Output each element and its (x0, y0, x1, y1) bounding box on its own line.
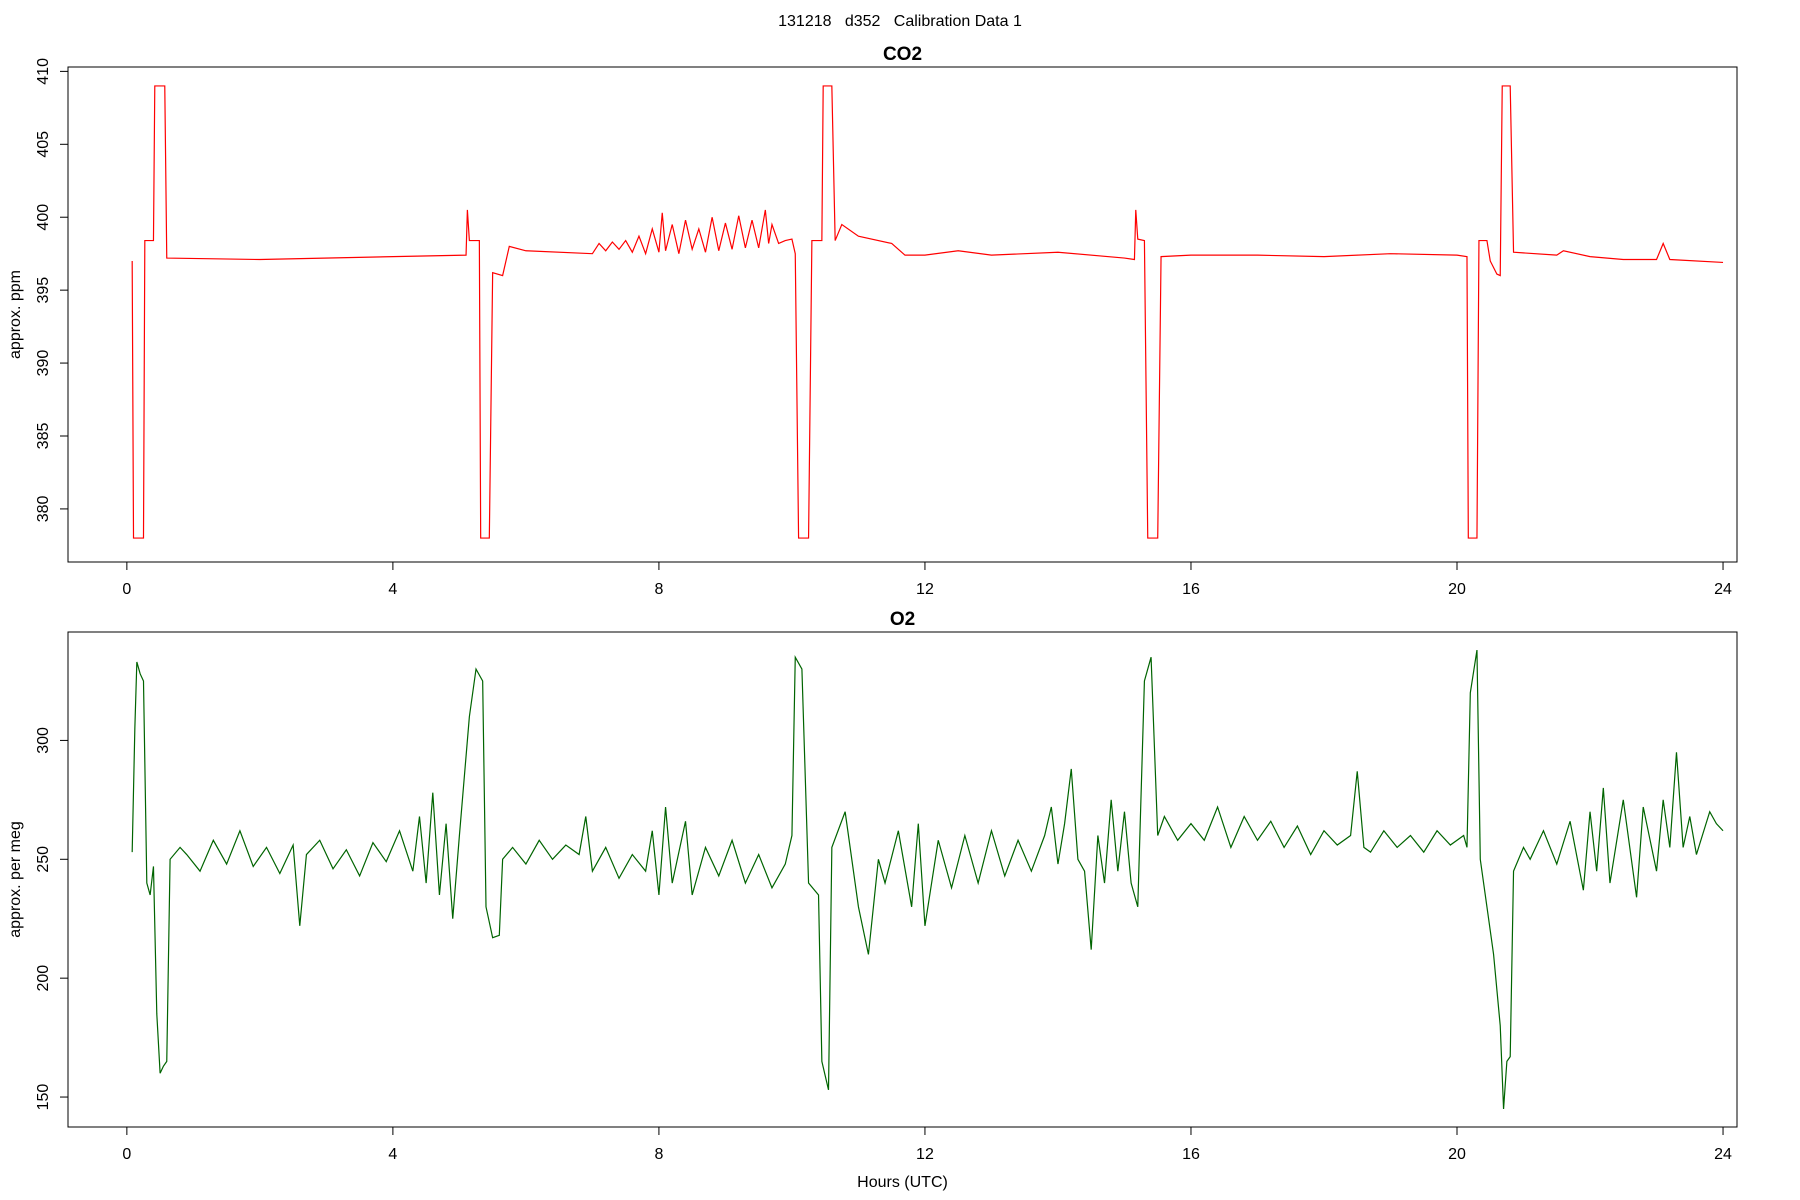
x-tick-label: 16 (1182, 1146, 1200, 1163)
x-tick-label: 0 (122, 1146, 131, 1163)
x-tick-label: 8 (654, 581, 663, 598)
data-line (131, 649, 1724, 1109)
y-tick-label: 395 (35, 277, 52, 304)
x-tick-label: 0 (122, 581, 131, 598)
x-tick-label: 20 (1448, 581, 1466, 598)
panel-title: CO2 (883, 44, 922, 65)
y-tick-label: 150 (35, 1084, 52, 1111)
y-tick-label: 405 (35, 131, 52, 158)
x-tick-label: 20 (1448, 1146, 1466, 1163)
y-tick-label: 250 (35, 846, 52, 873)
y-axis-label: approx. ppm (7, 270, 24, 359)
data-line (131, 85, 1724, 539)
x-axis-label: Hours (UTC) (857, 1174, 948, 1191)
x-tick-label: 12 (916, 581, 934, 598)
x-tick-label: 16 (1182, 581, 1200, 598)
y-tick-label: 410 (35, 58, 52, 85)
x-tick-label: 24 (1714, 581, 1732, 598)
y-axis-label: approx. per meg (7, 821, 24, 938)
x-tick-label: 12 (916, 1146, 934, 1163)
x-tick-label: 4 (388, 581, 397, 598)
y-tick-label: 300 (35, 727, 52, 754)
figure-title: 131218 d352 Calibration Data 1 (778, 13, 1022, 30)
y-tick-label: 390 (35, 350, 52, 377)
y-tick-label: 380 (35, 495, 52, 522)
y-tick-label: 200 (35, 965, 52, 992)
x-tick-label: 24 (1714, 1146, 1732, 1163)
panel-title: O2 (890, 609, 915, 630)
x-tick-label: 8 (654, 1146, 663, 1163)
y-tick-label: 385 (35, 423, 52, 450)
plot-frame (67, 66, 1738, 563)
x-tick-label: 4 (388, 1146, 397, 1163)
plot-frame (67, 631, 1738, 1128)
y-tick-label: 400 (35, 204, 52, 231)
